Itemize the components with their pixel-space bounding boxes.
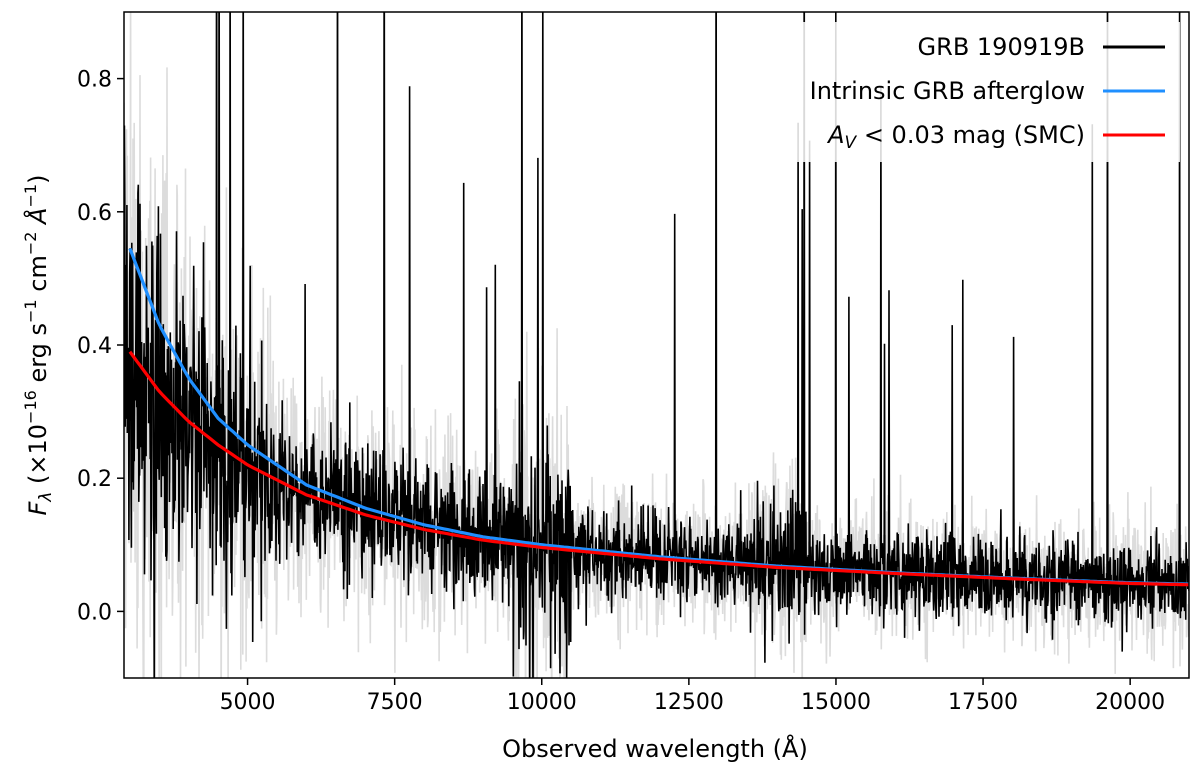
x-tick-label: 7500 <box>367 690 423 715</box>
x-tick-label: 15000 <box>801 690 871 715</box>
y-tick-label: 0.8 <box>77 68 112 93</box>
x-tick-label: 17500 <box>948 690 1018 715</box>
x-tick-label: 20000 <box>1095 690 1165 715</box>
y-tick-label: 0.0 <box>77 600 112 625</box>
x-tick-label: 12500 <box>654 690 724 715</box>
legend-label-grb: GRB 190919B <box>918 33 1085 61</box>
y-axis-label: Fλ (×10−16 erg s−1 cm−2 Å−1) <box>21 175 56 516</box>
x-axis-label: Observed wavelength (Å) <box>502 734 808 763</box>
x-axis-ticks: 5000 7500 10000 12500 15000 17500 20000 <box>220 678 1165 715</box>
series-extinction-smc <box>128 350 1189 587</box>
x-tick-label: 5000 <box>220 690 276 715</box>
y-tick-label: 0.4 <box>77 334 112 359</box>
model-curves <box>128 247 1189 587</box>
y-tick-label: 0.2 <box>77 467 112 492</box>
legend-label-extinction: AV < 0.03 mag (SMC) <box>826 121 1085 153</box>
x-tick-label: 10000 <box>507 690 577 715</box>
y-axis-ticks: 0.0 0.2 0.4 0.6 0.8 <box>77 68 124 625</box>
y-tick-label: 0.6 <box>77 201 112 226</box>
legend: GRB 190919B Intrinsic GRB afterglow AV <… <box>740 22 1180 162</box>
legend-label-intrinsic: Intrinsic GRB afterglow <box>810 77 1085 105</box>
